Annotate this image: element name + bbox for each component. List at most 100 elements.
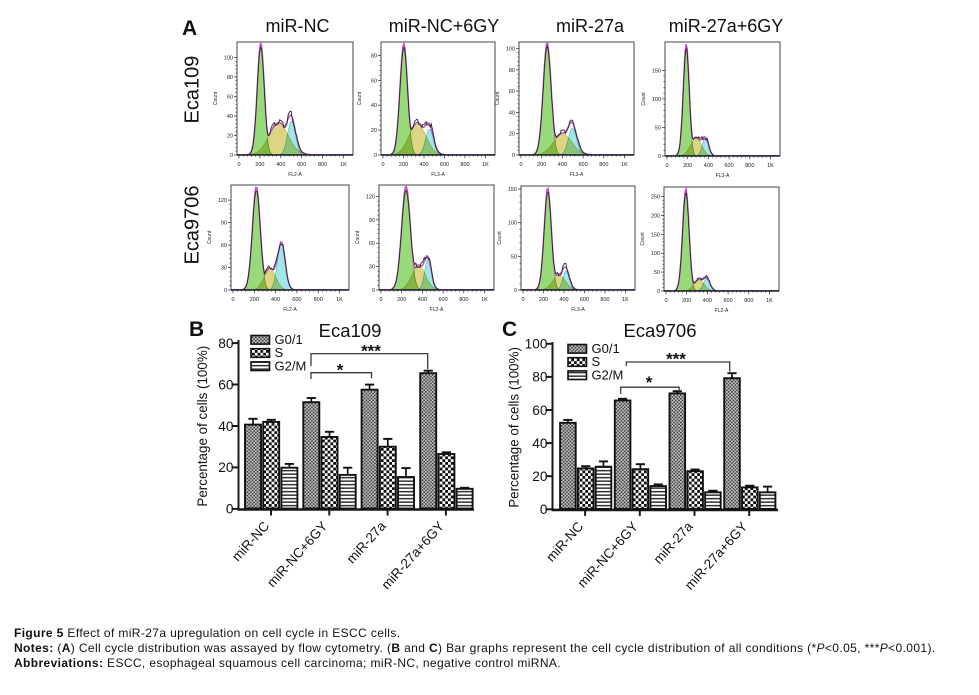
svg-text:800: 800 [318,162,327,168]
svg-text:60: 60 [532,403,548,418]
svg-text:50: 50 [511,254,517,260]
svg-text:200: 200 [682,298,691,304]
svg-text:100: 100 [651,251,660,257]
svg-text:0: 0 [512,153,515,159]
svg-text:*: * [337,361,344,380]
svg-text:200: 200 [399,162,408,168]
svg-text:FL3-A: FL3-A [570,172,584,178]
svg-text:400: 400 [704,163,713,169]
svg-text:G0/1: G0/1 [275,332,303,347]
svg-text:400: 400 [276,162,285,168]
svg-text:800: 800 [599,162,608,168]
svg-text:0: 0 [379,297,382,303]
svg-text:S: S [592,354,601,369]
svg-text:60: 60 [218,377,234,392]
svg-text:800: 800 [600,297,609,303]
svg-text:80: 80 [227,75,233,81]
svg-text:200: 200 [651,213,660,219]
svg-text:60: 60 [221,243,227,249]
svg-text:40: 40 [227,114,233,120]
svg-text:80: 80 [532,370,548,385]
svg-text:FL3-A: FL3-A [431,172,445,178]
svg-text:20: 20 [509,132,515,138]
svg-text:40: 40 [532,436,548,451]
svg-text:FL2-A: FL2-A [288,172,302,178]
svg-text:20: 20 [227,134,233,140]
svg-text:400: 400 [703,298,712,304]
svg-text:1K: 1K [622,297,629,303]
svg-text:600: 600 [292,297,301,303]
svg-text:600: 600 [580,297,589,303]
svg-text:30: 30 [369,265,375,271]
svg-text:60: 60 [369,241,375,247]
svg-text:150: 150 [508,187,517,193]
svg-text:0: 0 [519,162,522,168]
svg-text:90: 90 [221,221,227,227]
svg-text:0: 0 [540,502,548,517]
svg-text:600: 600 [579,162,588,168]
svg-text:0: 0 [230,153,233,159]
svg-text:200: 200 [255,162,264,168]
svg-text:FL2-A: FL2-A [430,307,444,313]
svg-text:400: 400 [419,162,428,168]
svg-text:800: 800 [459,297,468,303]
svg-text:Count: Count [357,91,363,105]
svg-text:400: 400 [558,162,567,168]
svg-text:30: 30 [221,266,227,272]
svg-text:800: 800 [745,163,754,169]
svg-text:90: 90 [369,218,375,224]
svg-text:400: 400 [271,297,280,303]
svg-text:600: 600 [439,297,448,303]
svg-text:0: 0 [664,298,667,304]
svg-text:Percentage of cells (100%): Percentage of cells (100%) [195,346,210,507]
svg-text:Count: Count [497,231,503,245]
svg-text:1K: 1K [482,162,489,168]
svg-text:1K: 1K [481,297,488,303]
svg-text:800: 800 [744,298,753,304]
svg-text:miR-27a: miR-27a [650,519,696,567]
svg-text:20: 20 [371,128,377,134]
svg-text:0: 0 [521,297,524,303]
svg-text:0: 0 [665,163,668,169]
svg-text:150: 150 [651,232,660,238]
svg-text:1K: 1K [621,162,628,168]
svg-text:1K: 1K [336,297,343,303]
svg-text:50: 50 [654,270,660,276]
svg-text:Count: Count [207,230,213,244]
svg-text:400: 400 [418,297,427,303]
svg-text:200: 200 [250,297,259,303]
svg-text:1K: 1K [340,162,347,168]
svg-text:0: 0 [224,288,227,294]
svg-text:Count: Count [355,230,361,244]
svg-text:1K: 1K [767,163,774,169]
svg-text:600: 600 [724,298,733,304]
svg-text:60: 60 [371,78,377,84]
svg-text:20: 20 [218,460,234,475]
svg-text:G0/1: G0/1 [592,341,620,356]
svg-text:0: 0 [231,297,234,303]
svg-text:*: * [646,373,653,392]
svg-text:80: 80 [371,53,377,59]
svg-text:S: S [275,345,284,360]
svg-text:miR-NC+6GY: miR-NC+6GY [264,518,331,590]
svg-text:20: 20 [532,469,548,484]
svg-text:0: 0 [657,289,660,295]
svg-text:200: 200 [683,163,692,169]
svg-text:Count: Count [213,91,219,105]
svg-text:1K: 1K [766,298,773,304]
svg-text:Eca9706: Eca9706 [623,320,696,341]
svg-text:40: 40 [509,110,515,116]
svg-text:600: 600 [440,162,449,168]
svg-text:40: 40 [218,419,234,434]
svg-text:60: 60 [509,89,515,95]
svg-text:FL3-A: FL3-A [716,173,730,179]
svg-text:400: 400 [559,297,568,303]
svg-text:miR-NC: miR-NC [229,518,272,564]
svg-text:0: 0 [658,154,661,160]
svg-text:Eca109: Eca109 [319,320,382,341]
svg-text:0: 0 [514,288,517,294]
svg-text:G2/M: G2/M [592,367,624,382]
svg-text:120: 120 [218,198,227,204]
svg-text:FL2-A: FL2-A [715,308,729,314]
svg-text:G2/M: G2/M [275,358,307,373]
